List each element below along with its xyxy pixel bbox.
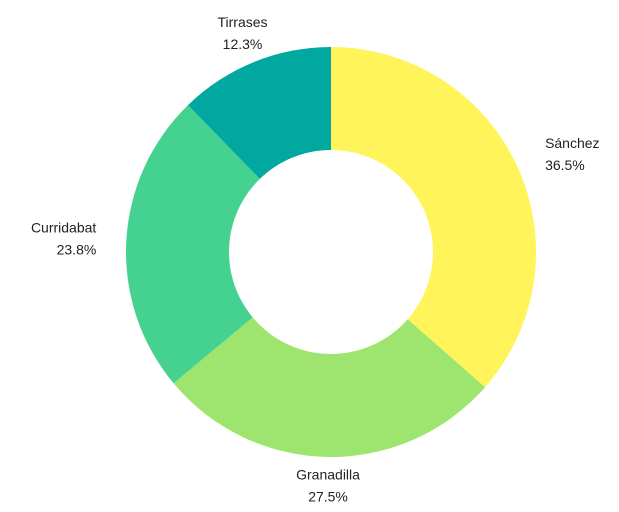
donut-slice [331, 47, 536, 388]
slice-value-label: 12.3% [223, 36, 263, 52]
slice-label: Curridabat [31, 220, 96, 236]
slice-value-label: 27.5% [308, 489, 348, 505]
donut-slice [187, 47, 331, 179]
slice-label: Tirrases [217, 14, 267, 30]
slice-label: Granadilla [296, 467, 360, 483]
slice-value-label: 23.8% [57, 242, 97, 258]
donut-slice [173, 317, 486, 457]
slice-value-label: 36.5% [545, 157, 585, 173]
donut-slice [126, 105, 260, 384]
slice-label: Sánchez [545, 135, 599, 151]
